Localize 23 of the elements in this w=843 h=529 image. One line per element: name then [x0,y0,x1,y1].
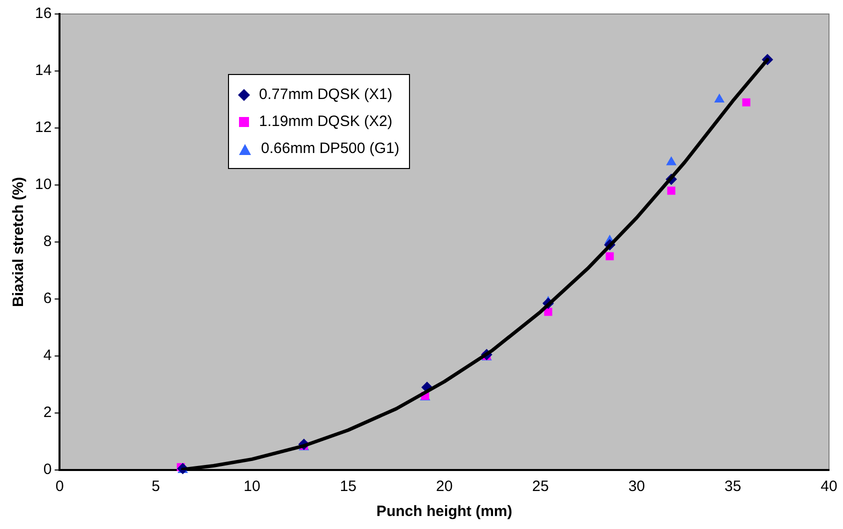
y-tick-label: 12 [34,119,52,136]
x-tick-label: 35 [724,478,742,496]
x-tick-label: 40 [820,478,838,496]
y-tick-label: 6 [43,290,52,308]
x-tick-label: 25 [532,478,549,496]
x-tick-label: 10 [244,478,260,496]
x-tick-label: 5 [152,478,160,496]
legend-label: 1.19mm DQSK (X2) [259,113,392,130]
y-axis-title: Biaxial stretch (%) [10,176,28,308]
x-tick-label: 15 [340,478,357,496]
y-tick-label: 8 [43,233,52,250]
y-tick-label: 4 [43,347,52,364]
legend-label: 0.77mm DQSK (X1) [259,86,392,103]
y-tick-label: 0 [43,461,52,478]
y-tick-label: 16 [34,5,52,22]
y-tick-label: 14 [34,62,52,80]
x-tick-label: 0 [56,478,64,496]
x-axis-title: Punch height (mm) [376,503,512,520]
x-tick-label: 20 [436,478,453,496]
legend-label: 0.66mm DP500 (G1) [261,140,400,157]
x-tick-label: 30 [628,478,646,496]
y-tick-label: 2 [43,404,52,422]
y-tick-label: 10 [34,176,52,194]
